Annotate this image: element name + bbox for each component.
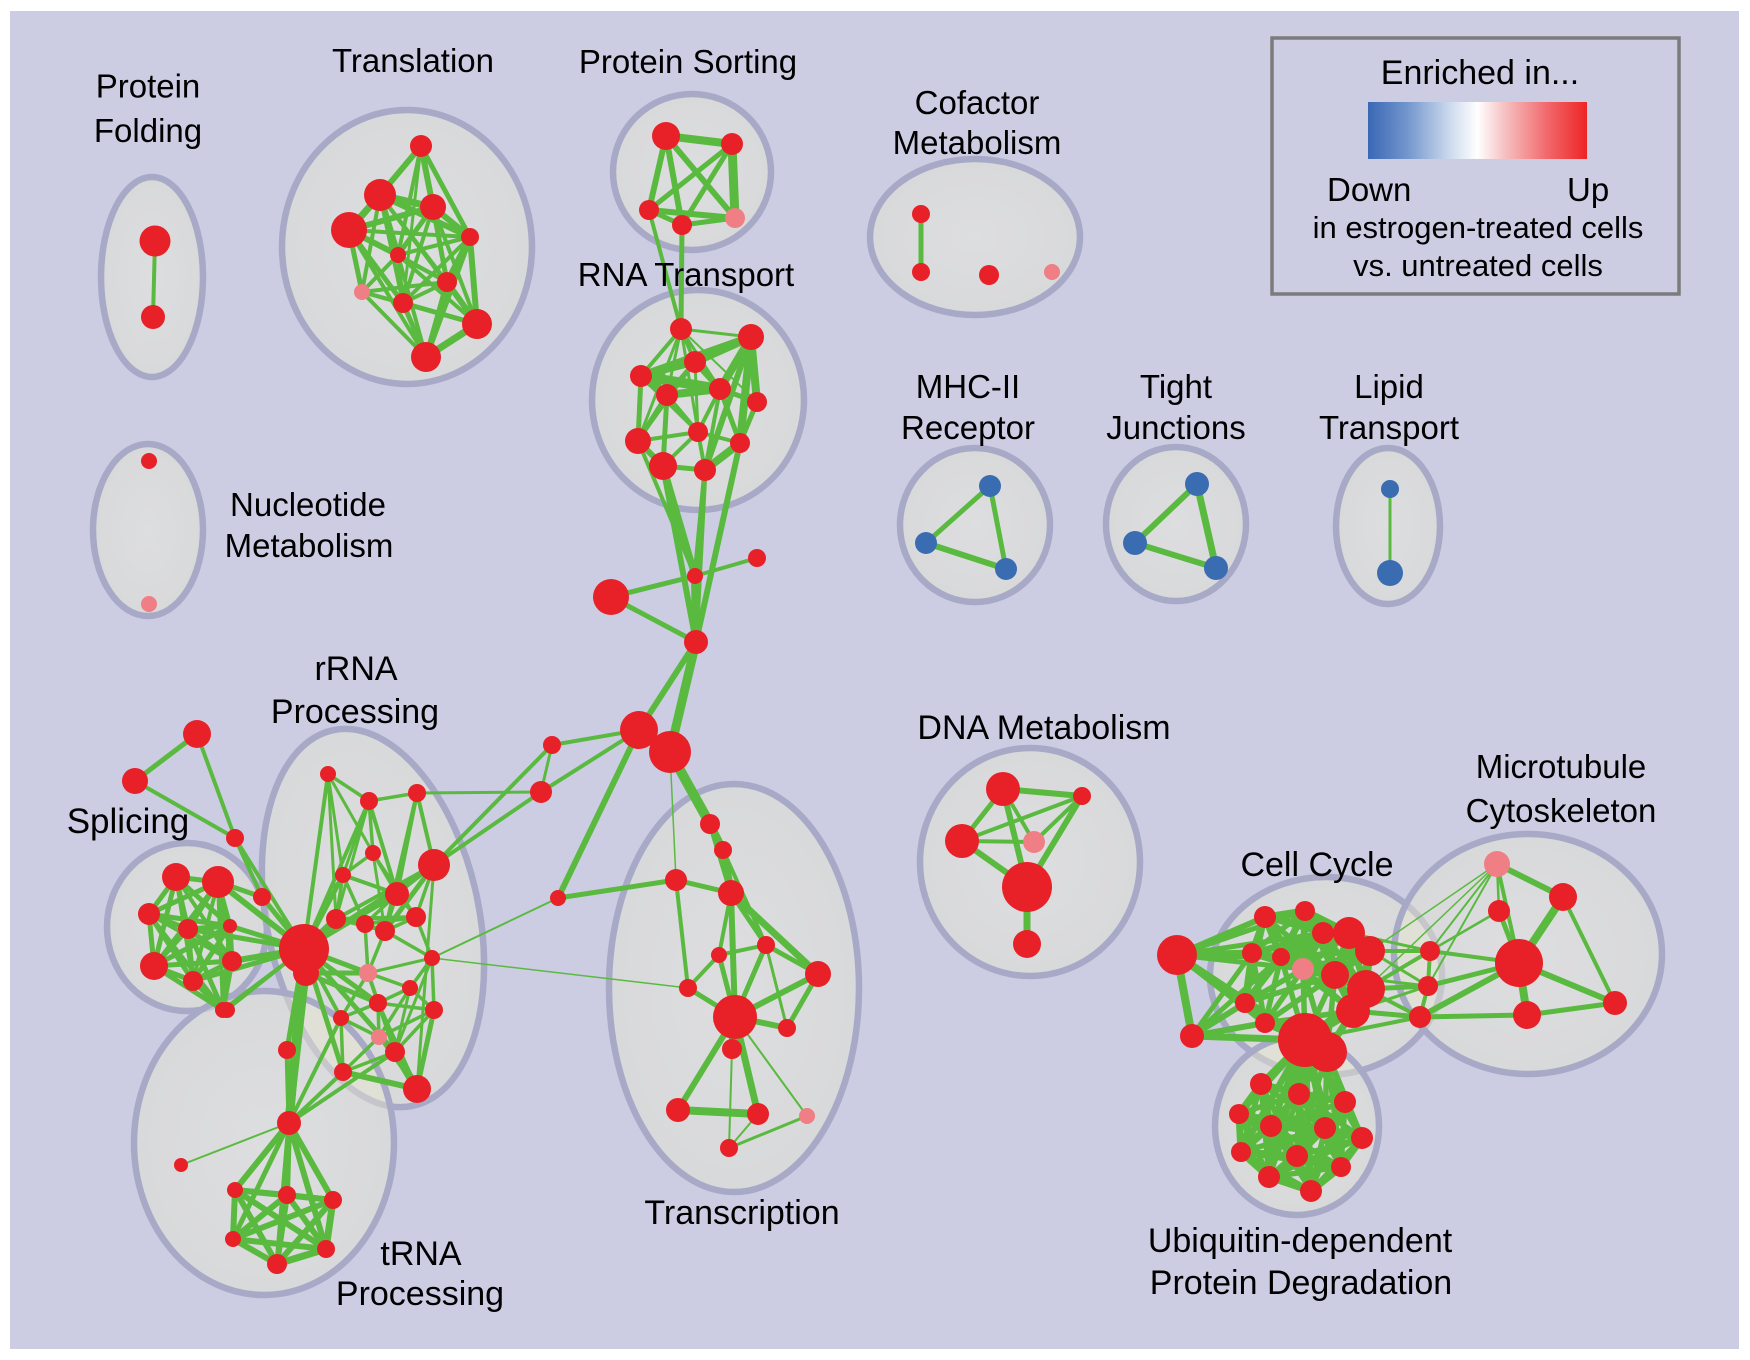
svg-text:Receptor: Receptor (901, 409, 1035, 446)
svg-text:Junctions: Junctions (1106, 409, 1245, 446)
svg-text:Processing: Processing (336, 1275, 504, 1313)
svg-text:vs. untreated cells: vs. untreated cells (1353, 248, 1603, 283)
svg-text:Processing: Processing (271, 693, 439, 731)
svg-text:Folding: Folding (94, 112, 202, 149)
svg-text:Transport: Transport (1319, 409, 1459, 446)
svg-text:Enriched in...: Enriched in... (1381, 54, 1579, 92)
svg-text:Cell Cycle: Cell Cycle (1240, 846, 1393, 884)
svg-text:rRNA: rRNA (314, 650, 397, 688)
svg-text:MHC-II: MHC-II (916, 368, 1020, 405)
svg-text:RNA Transport: RNA Transport (578, 256, 794, 293)
svg-text:Metabolism: Metabolism (893, 124, 1062, 161)
svg-text:Metabolism: Metabolism (225, 527, 394, 564)
svg-text:Down: Down (1327, 171, 1411, 208)
svg-text:Cytoskeleton: Cytoskeleton (1466, 792, 1657, 829)
svg-text:Cofactor: Cofactor (915, 84, 1040, 121)
svg-text:tRNA: tRNA (380, 1235, 462, 1273)
svg-text:DNA Metabolism: DNA Metabolism (917, 709, 1170, 747)
svg-text:in estrogen-treated cells: in estrogen-treated cells (1313, 210, 1644, 245)
svg-text:Ubiquitin-dependent: Ubiquitin-dependent (1148, 1222, 1453, 1260)
svg-text:Protein Degradation: Protein Degradation (1150, 1264, 1452, 1302)
svg-text:Transcription: Transcription (644, 1194, 839, 1232)
svg-text:Microtubule: Microtubule (1476, 748, 1647, 785)
svg-text:Lipid: Lipid (1354, 368, 1424, 405)
svg-text:Splicing: Splicing (67, 802, 190, 841)
svg-text:Nucleotide: Nucleotide (230, 486, 386, 523)
svg-text:Protein Sorting: Protein Sorting (579, 43, 797, 80)
svg-text:Tight: Tight (1140, 368, 1212, 405)
svg-text:Protein: Protein (96, 68, 201, 105)
svg-text:Up: Up (1567, 171, 1609, 208)
svg-text:Translation: Translation (332, 42, 494, 79)
